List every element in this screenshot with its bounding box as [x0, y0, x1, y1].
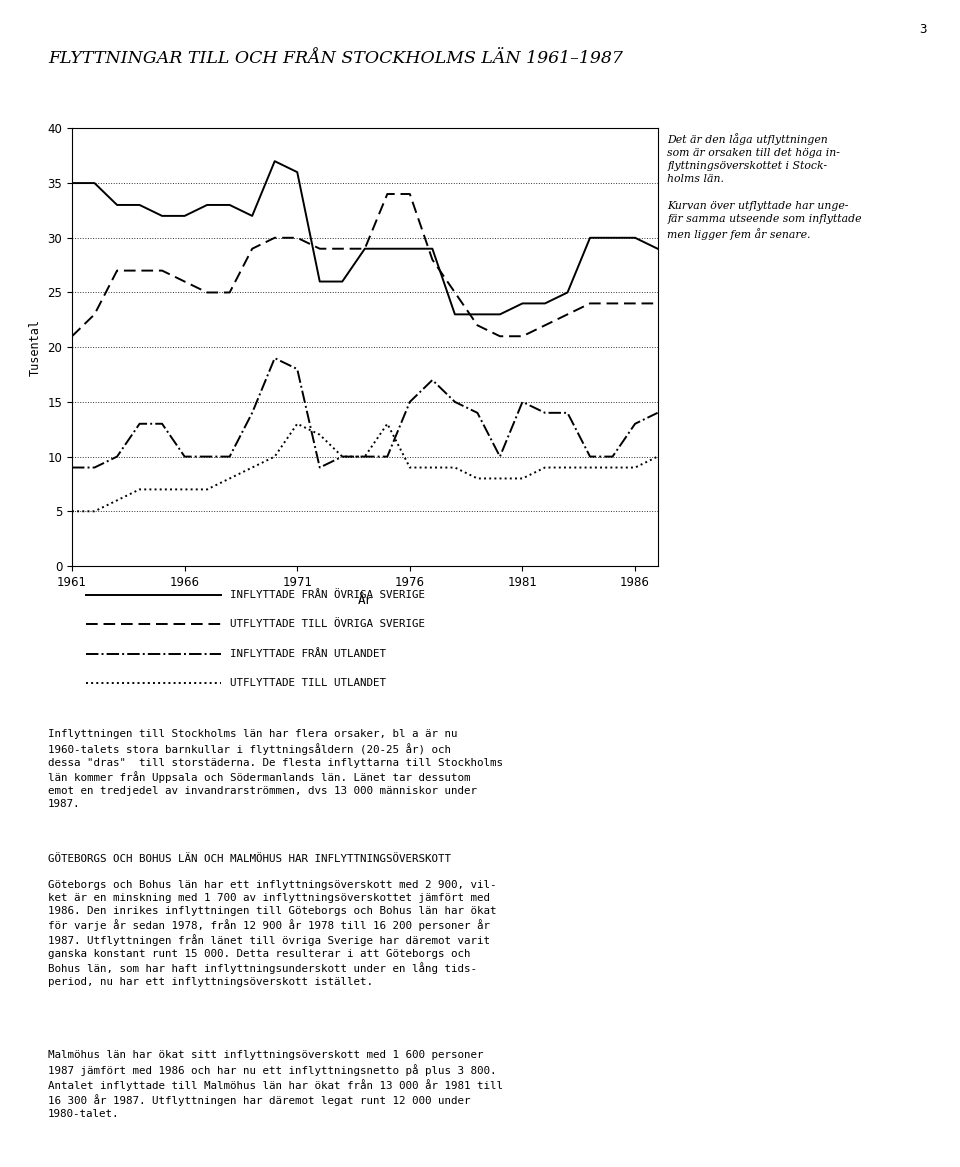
Text: GÖTEBORGS OCH BOHUS LÄN OCH MALMÖHUS HAR INFLYTTNINGSÖVERSKOTT: GÖTEBORGS OCH BOHUS LÄN OCH MALMÖHUS HAR…	[48, 854, 451, 865]
Text: INFLYTTADE FRÅN UTLANDET: INFLYTTADE FRÅN UTLANDET	[230, 649, 386, 658]
Text: Göteborgs och Bohus län har ett inflyttningsöverskott med 2 900, vil-
ket är en : Göteborgs och Bohus län har ett inflyttn…	[48, 880, 496, 987]
Text: INFLYTTADE FRÅN ÖVRIGA SVERIGE: INFLYTTADE FRÅN ÖVRIGA SVERIGE	[230, 591, 425, 600]
Text: Inflyttningen till Stockholms län har flera orsaker, bl a är nu
1960-talets stor: Inflyttningen till Stockholms län har fl…	[48, 729, 503, 809]
Text: FLYTTNINGAR TILL OCH FRÅN STOCKHOLMS LÄN 1961–1987: FLYTTNINGAR TILL OCH FRÅN STOCKHOLMS LÄN…	[48, 50, 623, 68]
X-axis label: År: År	[357, 594, 372, 607]
Text: UTFLYTTADE TILL UTLANDET: UTFLYTTADE TILL UTLANDET	[230, 678, 386, 687]
Y-axis label: Tusental: Tusental	[29, 319, 42, 376]
Text: UTFLYTTADE TILL ÖVRIGA SVERIGE: UTFLYTTADE TILL ÖVRIGA SVERIGE	[230, 620, 425, 629]
Text: 3: 3	[919, 23, 926, 36]
Text: Det är den låga utflyttningen
som är orsaken till det höga in-
flyttningsöversko: Det är den låga utflyttningen som är ors…	[667, 133, 862, 240]
Text: Malmöhus län har ökat sitt inflyttningsöverskott med 1 600 personer
1987 jämfört: Malmöhus län har ökat sitt inflyttningsö…	[48, 1050, 503, 1119]
